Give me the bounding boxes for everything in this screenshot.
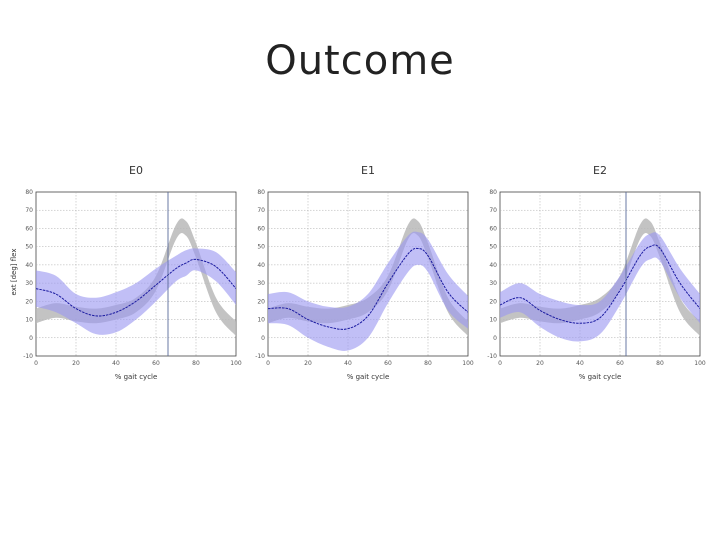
x-axis-label: % gait cycle (347, 373, 390, 381)
x-tick-label: 60 (384, 360, 392, 367)
y-tick-label: 10 (257, 317, 265, 324)
x-tick-label: 80 (192, 360, 200, 367)
y-tick-label: 40 (489, 262, 497, 269)
y-tick-label: 50 (257, 244, 265, 251)
mean-line (268, 247, 468, 330)
x-tick-label: 20 (536, 360, 544, 367)
x-axis-label: % gait cycle (579, 373, 622, 381)
x-tick-label: 100 (230, 360, 242, 367)
y-tick-label: 70 (257, 207, 265, 214)
x-tick-label: 60 (616, 360, 624, 367)
y-tick-label: 40 (25, 262, 33, 269)
y-tick-label: 30 (489, 280, 497, 287)
y-tick-label: 80 (257, 189, 265, 196)
x-tick-label: 20 (72, 360, 80, 367)
sd-band (268, 231, 468, 351)
y-tick-label: 20 (25, 298, 33, 305)
y-tick-label: 70 (489, 207, 497, 214)
plot-marks (36, 218, 236, 336)
y-tick-label: 30 (25, 280, 33, 287)
mean-line (36, 258, 236, 317)
x-axis-label: % gait cycle (115, 373, 158, 381)
x-tick-label: 40 (344, 360, 352, 367)
y-tick-label: -10 (255, 353, 265, 360)
y-tick-label: 80 (25, 189, 33, 196)
y-tick-label: 0 (493, 335, 497, 342)
y-tick-label: 80 (489, 189, 497, 196)
chart-title: E1 (361, 164, 375, 177)
mean-line (500, 244, 700, 324)
x-tick-label: 40 (576, 360, 584, 367)
x-tick-label: 0 (34, 360, 38, 367)
x-tick-label: 0 (498, 360, 502, 367)
y-tick-label: 20 (489, 298, 497, 305)
y-tick-label: 60 (257, 225, 265, 232)
y-tick-label: 0 (29, 335, 33, 342)
x-tick-label: 0 (266, 360, 270, 367)
y-tick-label: 30 (257, 280, 265, 287)
y-tick-label: -10 (23, 353, 33, 360)
y-tick-label: 50 (25, 244, 33, 251)
x-tick-label: 60 (152, 360, 160, 367)
y-tick-label: 60 (489, 225, 497, 232)
chart-title: E2 (593, 164, 607, 177)
y-axis-label: ext [deg] flex (10, 249, 18, 296)
y-tick-label: 10 (25, 317, 33, 324)
slide-title: Outcome (265, 38, 455, 84)
y-tick-label: 60 (25, 225, 33, 232)
y-tick-label: 40 (257, 262, 265, 269)
plot-marks (268, 218, 468, 351)
x-tick-label: 100 (694, 360, 706, 367)
y-tick-label: 20 (257, 298, 265, 305)
x-tick-label: 100 (462, 360, 474, 367)
x-tick-label: 20 (304, 360, 312, 367)
x-tick-label: 80 (656, 360, 664, 367)
x-tick-label: 40 (112, 360, 120, 367)
y-tick-label: 70 (25, 207, 33, 214)
plot-marks (500, 218, 700, 342)
sd-band (500, 232, 700, 342)
chart-title: E0 (129, 164, 143, 177)
x-tick-label: 80 (424, 360, 432, 367)
y-tick-label: 0 (261, 335, 265, 342)
y-tick-label: 50 (489, 244, 497, 251)
y-tick-label: -10 (487, 353, 497, 360)
y-tick-label: 10 (489, 317, 497, 324)
